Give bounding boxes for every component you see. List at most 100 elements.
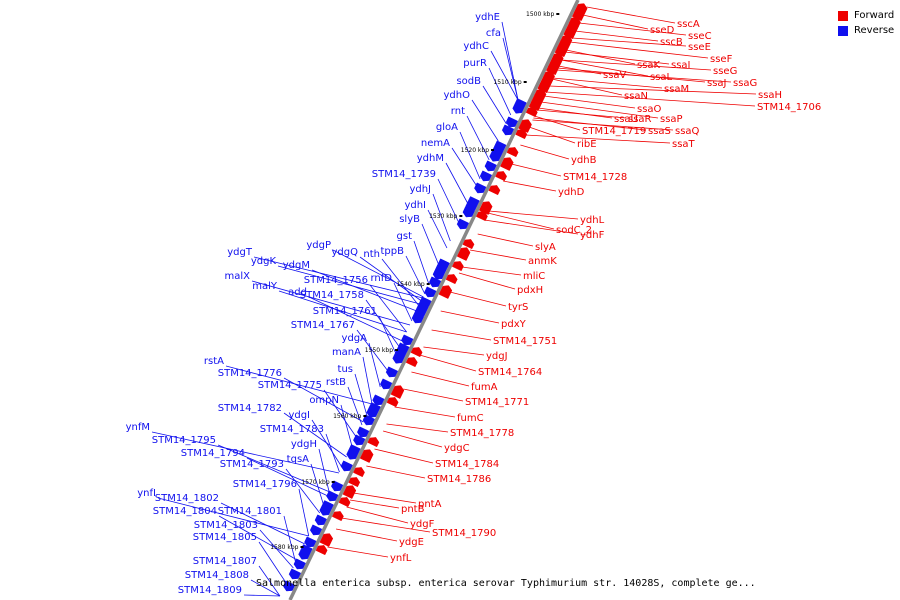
forward-gene-label[interactable]: STM14_1784	[435, 459, 499, 470]
forward-gene-label[interactable]: ssaG	[733, 78, 757, 89]
reverse-gene-label[interactable]: STM14_1739	[372, 169, 436, 180]
reverse-gene-label[interactable]: tus	[338, 364, 353, 375]
reverse-gene-label[interactable]: ydhO	[444, 90, 471, 101]
forward-gene-label[interactable]: ssaM	[664, 84, 689, 95]
forward-gene-label[interactable]: sscA	[677, 19, 700, 30]
forward-gene-label[interactable]: fumA	[471, 382, 498, 393]
forward-gene-label[interactable]: ydgF	[410, 519, 435, 530]
forward-gene-label[interactable]: pntB	[401, 504, 425, 515]
reverse-gene-label[interactable]: ydgQ	[332, 247, 359, 258]
reverse-gene-label[interactable]: STM14_1795	[152, 435, 216, 446]
reverse-gene-label[interactable]: ydhE	[475, 12, 500, 23]
forward-gene-label[interactable]: sseG	[713, 66, 737, 77]
reverse-gene-label[interactable]: ynfM	[126, 422, 150, 433]
forward-gene-label[interactable]: ssaK	[637, 60, 661, 71]
reverse-gene-label[interactable]: STM14_1805	[193, 532, 257, 543]
forward-gene-label[interactable]: ydhD	[558, 187, 585, 198]
forward-gene-label[interactable]: ydhL	[580, 215, 605, 226]
forward-gene-label[interactable]: anmK	[528, 256, 557, 267]
reverse-gene-label[interactable]: ydgM	[283, 260, 310, 271]
reverse-gene-label[interactable]: tqsA	[287, 454, 309, 465]
forward-gene-label[interactable]: pdxY	[501, 319, 527, 330]
reverse-gene-label[interactable]: STM14_1807	[193, 556, 257, 567]
forward-gene-label[interactable]: ssaJ	[707, 78, 727, 89]
reverse-gene-label[interactable]: STM14_1802	[155, 493, 219, 504]
forward-gene-label[interactable]: pdxH	[517, 285, 543, 296]
reverse-gene-label[interactable]: STM14_1804	[153, 506, 217, 517]
forward-gene-label[interactable]: ssaU	[614, 114, 638, 125]
reverse-gene-label[interactable]: rnfD	[371, 273, 393, 284]
forward-gene-label[interactable]: ynfL	[390, 553, 412, 564]
forward-gene-label[interactable]: mliC	[523, 271, 545, 282]
reverse-gene-label[interactable]: STM14_1767	[291, 320, 355, 331]
reverse-gene-label[interactable]: STM14_1808	[185, 570, 249, 581]
forward-gene-label[interactable]: sseD	[650, 25, 675, 36]
reverse-gene-label[interactable]: ydhC	[463, 41, 489, 52]
reverse-gene-label[interactable]: STM14_1803	[194, 520, 258, 531]
reverse-gene-label[interactable]: STM14_1809	[178, 585, 242, 596]
reverse-gene-label[interactable]: STM14_1775	[258, 380, 322, 391]
forward-gene-label[interactable]: STM14_1778	[450, 428, 514, 439]
reverse-gene-label[interactable]: purR	[463, 58, 487, 69]
forward-gene-label[interactable]: ydhB	[571, 155, 597, 166]
reverse-gene-label[interactable]: ydgT	[227, 247, 253, 258]
forward-gene-label[interactable]: sodC_2	[556, 225, 592, 236]
forward-gene-label[interactable]: ssaL	[650, 72, 673, 83]
reverse-gene-label[interactable]: sodB	[456, 76, 481, 87]
reverse-gene-label[interactable]: STM14_1796	[233, 479, 297, 490]
forward-gene-label[interactable]: STM14_1751	[493, 336, 557, 347]
forward-gene-label[interactable]: ydgJ	[486, 351, 508, 362]
forward-gene-label[interactable]: ssaS	[648, 126, 671, 137]
reverse-gene-label[interactable]: malX	[225, 271, 251, 282]
reverse-gene-label[interactable]: gloA	[436, 122, 458, 133]
forward-gene-label[interactable]: STM14_1786	[427, 474, 491, 485]
reverse-gene-label[interactable]: rstA	[204, 356, 224, 367]
forward-gene-label[interactable]: slyA	[535, 242, 556, 253]
reverse-gene-label[interactable]: add	[288, 287, 307, 298]
forward-gene-label[interactable]: ssaO	[637, 104, 662, 115]
forward-gene-label[interactable]: ydhF	[580, 230, 605, 241]
reverse-gene-label[interactable]: nth	[363, 249, 380, 260]
reverse-gene-label[interactable]: ydgP	[306, 240, 331, 251]
forward-gene-label[interactable]: ssaQ	[675, 126, 700, 137]
reverse-gene-label[interactable]: slyB	[399, 214, 420, 225]
reverse-gene-label[interactable]: ydhM	[417, 153, 444, 164]
forward-gene-label[interactable]: ssaI	[671, 60, 691, 71]
forward-gene-label[interactable]: ssaR	[628, 114, 652, 125]
reverse-gene-label[interactable]: STM14_1756	[304, 275, 368, 286]
reverse-gene-label[interactable]: ydgH	[291, 439, 317, 450]
reverse-gene-label[interactable]: malY	[252, 281, 278, 292]
forward-gene-label[interactable]: STM14_1706	[757, 102, 821, 113]
reverse-gene-label[interactable]: STM14_1794	[181, 448, 245, 459]
forward-gene-label[interactable]: sscB	[660, 37, 683, 48]
reverse-gene-label[interactable]: STM14_1783	[260, 424, 324, 435]
forward-gene-label[interactable]: fumC	[457, 413, 484, 424]
reverse-gene-label[interactable]: STM14_1793	[220, 459, 284, 470]
forward-gene-label[interactable]: sseF	[710, 54, 733, 65]
forward-gene-label[interactable]: STM14_1790	[432, 528, 496, 539]
forward-gene-label[interactable]: ssaV	[603, 70, 627, 81]
reverse-gene-label[interactable]: nemA	[421, 138, 450, 149]
forward-gene-label[interactable]: STM14_1728	[563, 172, 627, 183]
forward-gene-label[interactable]: STM14_1771	[465, 397, 529, 408]
forward-gene-label[interactable]: STM14_1764	[478, 367, 542, 378]
reverse-gene-label[interactable]: ydhI	[404, 200, 426, 211]
forward-gene-label[interactable]: ssaH	[758, 90, 782, 101]
reverse-gene-label[interactable]: gst	[397, 231, 413, 242]
reverse-gene-label[interactable]: STM14_1782	[218, 403, 282, 414]
forward-gene-label[interactable]: ssaT	[672, 139, 696, 150]
reverse-gene-label[interactable]: ydgK	[251, 256, 277, 267]
reverse-gene-label[interactable]: ydgA	[342, 333, 368, 344]
reverse-gene-label[interactable]: STM14_1761	[313, 306, 377, 317]
forward-gene-label[interactable]: sseE	[688, 42, 711, 53]
forward-gene-label[interactable]: ribE	[577, 139, 597, 150]
forward-gene-label[interactable]: ydgE	[399, 537, 424, 548]
reverse-gene-label[interactable]: ompN	[309, 395, 339, 406]
reverse-gene-label[interactable]: rnt	[451, 106, 465, 117]
forward-gene-label[interactable]: ydgC	[444, 443, 470, 454]
reverse-gene-label[interactable]: rstB	[326, 377, 346, 388]
forward-gene-label[interactable]: STM14_1719	[582, 126, 646, 137]
reverse-gene-label[interactable]: tppB	[381, 246, 405, 257]
reverse-gene-label[interactable]: ynfI	[137, 488, 156, 499]
reverse-gene-label[interactable]: ydhJ	[409, 184, 431, 195]
